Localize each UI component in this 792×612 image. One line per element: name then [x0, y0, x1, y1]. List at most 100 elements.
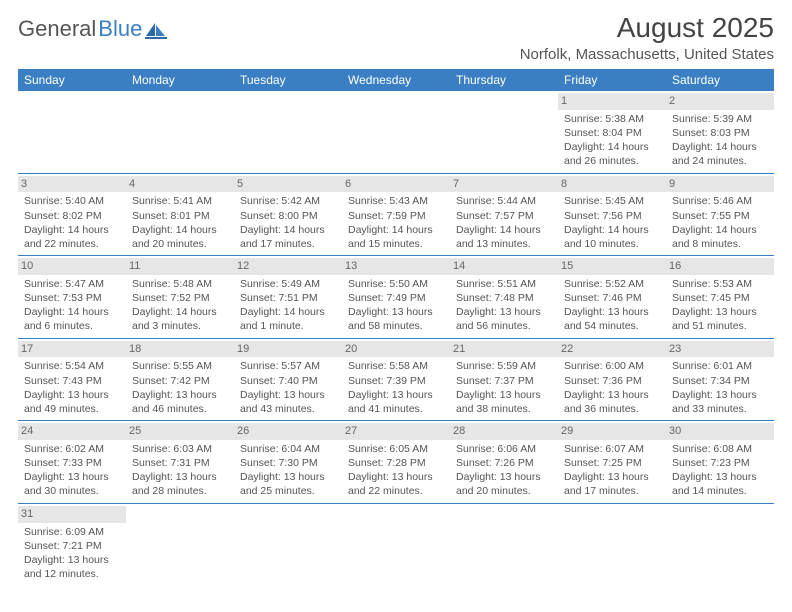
sunrise-text: Sunrise: 6:01 AM [672, 359, 768, 373]
page-header: GeneralBlue August 2025 Norfolk, Massach… [18, 12, 774, 63]
sunrise-text: Sunrise: 6:03 AM [132, 442, 228, 456]
calendar-day-cell [342, 503, 450, 585]
calendar-day-cell [234, 503, 342, 585]
daylight-text: Daylight: 13 hours and 17 minutes. [564, 470, 660, 498]
calendar-day-cell: 9Sunrise: 5:46 AMSunset: 7:55 PMDaylight… [666, 173, 774, 256]
day-details: Sunrise: 5:52 AMSunset: 7:46 PMDaylight:… [564, 277, 660, 334]
calendar-day-cell: 19Sunrise: 5:57 AMSunset: 7:40 PMDayligh… [234, 338, 342, 421]
calendar-day-cell: 30Sunrise: 6:08 AMSunset: 7:23 PMDayligh… [666, 421, 774, 504]
day-number: 11 [126, 258, 234, 275]
calendar-day-cell: 24Sunrise: 6:02 AMSunset: 7:33 PMDayligh… [18, 421, 126, 504]
calendar-day-cell [18, 91, 126, 173]
calendar-day-cell: 13Sunrise: 5:50 AMSunset: 7:49 PMDayligh… [342, 256, 450, 339]
day-details: Sunrise: 5:45 AMSunset: 7:56 PMDaylight:… [564, 194, 660, 251]
day-number: 8 [558, 176, 666, 193]
calendar-day-cell: 25Sunrise: 6:03 AMSunset: 7:31 PMDayligh… [126, 421, 234, 504]
calendar-day-cell: 27Sunrise: 6:05 AMSunset: 7:28 PMDayligh… [342, 421, 450, 504]
day-number: 23 [666, 341, 774, 358]
calendar-day-cell: 5Sunrise: 5:42 AMSunset: 8:00 PMDaylight… [234, 173, 342, 256]
logo-text-1: General [18, 16, 96, 42]
daylight-text: Daylight: 13 hours and 46 minutes. [132, 388, 228, 416]
weekday-header: Wednesday [342, 69, 450, 91]
day-number: 9 [666, 176, 774, 193]
daylight-text: Daylight: 14 hours and 8 minutes. [672, 223, 768, 251]
calendar-week-row: 24Sunrise: 6:02 AMSunset: 7:33 PMDayligh… [18, 421, 774, 504]
sunset-text: Sunset: 7:30 PM [240, 456, 336, 470]
calendar-day-cell: 23Sunrise: 6:01 AMSunset: 7:34 PMDayligh… [666, 338, 774, 421]
day-number: 24 [18, 423, 126, 440]
sunrise-text: Sunrise: 5:41 AM [132, 194, 228, 208]
sunset-text: Sunset: 7:53 PM [24, 291, 120, 305]
sunrise-text: Sunrise: 5:58 AM [348, 359, 444, 373]
daylight-text: Daylight: 13 hours and 58 minutes. [348, 305, 444, 333]
calendar-day-cell: 29Sunrise: 6:07 AMSunset: 7:25 PMDayligh… [558, 421, 666, 504]
sunset-text: Sunset: 7:28 PM [348, 456, 444, 470]
sunset-text: Sunset: 8:03 PM [672, 126, 768, 140]
day-number: 28 [450, 423, 558, 440]
title-block: August 2025 Norfolk, Massachusetts, Unit… [520, 12, 774, 63]
sunrise-text: Sunrise: 5:45 AM [564, 194, 660, 208]
daylight-text: Daylight: 13 hours and 38 minutes. [456, 388, 552, 416]
day-details: Sunrise: 5:39 AMSunset: 8:03 PMDaylight:… [672, 112, 768, 169]
calendar-week-row: 17Sunrise: 5:54 AMSunset: 7:43 PMDayligh… [18, 338, 774, 421]
daylight-text: Daylight: 13 hours and 30 minutes. [24, 470, 120, 498]
sunrise-text: Sunrise: 6:07 AM [564, 442, 660, 456]
day-details: Sunrise: 5:50 AMSunset: 7:49 PMDaylight:… [348, 277, 444, 334]
day-details: Sunrise: 6:01 AMSunset: 7:34 PMDaylight:… [672, 359, 768, 416]
sunrise-text: Sunrise: 5:49 AM [240, 277, 336, 291]
sunset-text: Sunset: 7:49 PM [348, 291, 444, 305]
daylight-text: Daylight: 13 hours and 25 minutes. [240, 470, 336, 498]
daylight-text: Daylight: 14 hours and 22 minutes. [24, 223, 120, 251]
calendar-day-cell: 11 Sunrise: 5:48 AMSunset: 7:52 PMDayligh… [126, 256, 234, 339]
day-details: Sunrise: 5:54 AMSunset: 7:43 PMDaylight:… [24, 359, 120, 416]
calendar-day-cell: 7Sunrise: 5:44 AMSunset: 7:57 PMDaylight… [450, 173, 558, 256]
day-details: Sunrise: 6:08 AMSunset: 7:23 PMDaylight:… [672, 442, 768, 499]
daylight-text: Daylight: 14 hours and 26 minutes. [564, 140, 660, 168]
calendar-day-cell: 10Sunrise: 5:47 AMSunset: 7:53 PMDayligh… [18, 256, 126, 339]
calendar-day-cell: 8Sunrise: 5:45 AMSunset: 7:56 PMDaylight… [558, 173, 666, 256]
sunset-text: Sunset: 7:52 PM [132, 291, 228, 305]
sunrise-text: Sunrise: 5:53 AM [672, 277, 768, 291]
calendar-table: SundayMondayTuesdayWednesdayThursdayFrid… [18, 69, 774, 585]
sunset-text: Sunset: 7:46 PM [564, 291, 660, 305]
day-details: Sunrise: 6:04 AMSunset: 7:30 PMDaylight:… [240, 442, 336, 499]
calendar-day-cell: 2 Sunrise: 5:39 AMSunset: 8:03 PMDaylight… [666, 91, 774, 173]
daylight-text: Daylight: 14 hours and 3 minutes. [132, 305, 228, 333]
day-details: Sunrise: 6:05 AMSunset: 7:28 PMDaylight:… [348, 442, 444, 499]
daylight-text: Daylight: 14 hours and 20 minutes. [132, 223, 228, 251]
daylight-text: Daylight: 13 hours and 49 minutes. [24, 388, 120, 416]
calendar-day-cell: 4Sunrise: 5:41 AMSunset: 8:01 PMDaylight… [126, 173, 234, 256]
day-number: 2 [666, 93, 774, 110]
day-details: Sunrise: 5:40 AMSunset: 8:02 PMDaylight:… [24, 194, 120, 251]
day-details: Sunrise: 5:44 AMSunset: 7:57 PMDaylight:… [456, 194, 552, 251]
weekday-header: Saturday [666, 69, 774, 91]
sunset-text: Sunset: 8:02 PM [24, 209, 120, 223]
daylight-text: Daylight: 13 hours and 14 minutes. [672, 470, 768, 498]
calendar-day-cell: 15 Sunrise: 5:52 AMSunset: 7:46 PMDayligh… [558, 256, 666, 339]
sunrise-text: Sunrise: 5:52 AM [564, 277, 660, 291]
calendar-day-cell: 16Sunrise: 5:53 AMSunset: 7:45 PMDayligh… [666, 256, 774, 339]
day-number: 22 [558, 341, 666, 358]
day-number: 15 [558, 258, 666, 275]
calendar-day-cell [558, 503, 666, 585]
day-number: 20 [342, 341, 450, 358]
sunrise-text: Sunrise: 6:02 AM [24, 442, 120, 456]
daylight-text: Daylight: 13 hours and 22 minutes. [348, 470, 444, 498]
day-number: 26 [234, 423, 342, 440]
sunset-text: Sunset: 7:36 PM [564, 374, 660, 388]
sunrise-text: Sunrise: 5:44 AM [456, 194, 552, 208]
month-title: August 2025 [520, 12, 774, 44]
daylight-text: Daylight: 13 hours and 12 minutes. [24, 553, 120, 581]
sunset-text: Sunset: 7:21 PM [24, 539, 120, 553]
day-details: Sunrise: 5:57 AMSunset: 7:40 PMDaylight:… [240, 359, 336, 416]
calendar-day-cell [450, 91, 558, 173]
sunrise-text: Sunrise: 5:43 AM [348, 194, 444, 208]
weekday-header: Tuesday [234, 69, 342, 91]
calendar-day-cell: 12Sunrise: 5:49 AMSunset: 7:51 PMDayligh… [234, 256, 342, 339]
sunrise-text: Sunrise: 5:48 AM [132, 277, 228, 291]
sunrise-text: Sunrise: 5:50 AM [348, 277, 444, 291]
calendar-day-cell: 26 Sunrise: 6:04 AMSunset: 7:30 PMDayligh… [234, 421, 342, 504]
day-number: 21 [450, 341, 558, 358]
weekday-header: Sunday [18, 69, 126, 91]
sunrise-text: Sunrise: 6:04 AM [240, 442, 336, 456]
